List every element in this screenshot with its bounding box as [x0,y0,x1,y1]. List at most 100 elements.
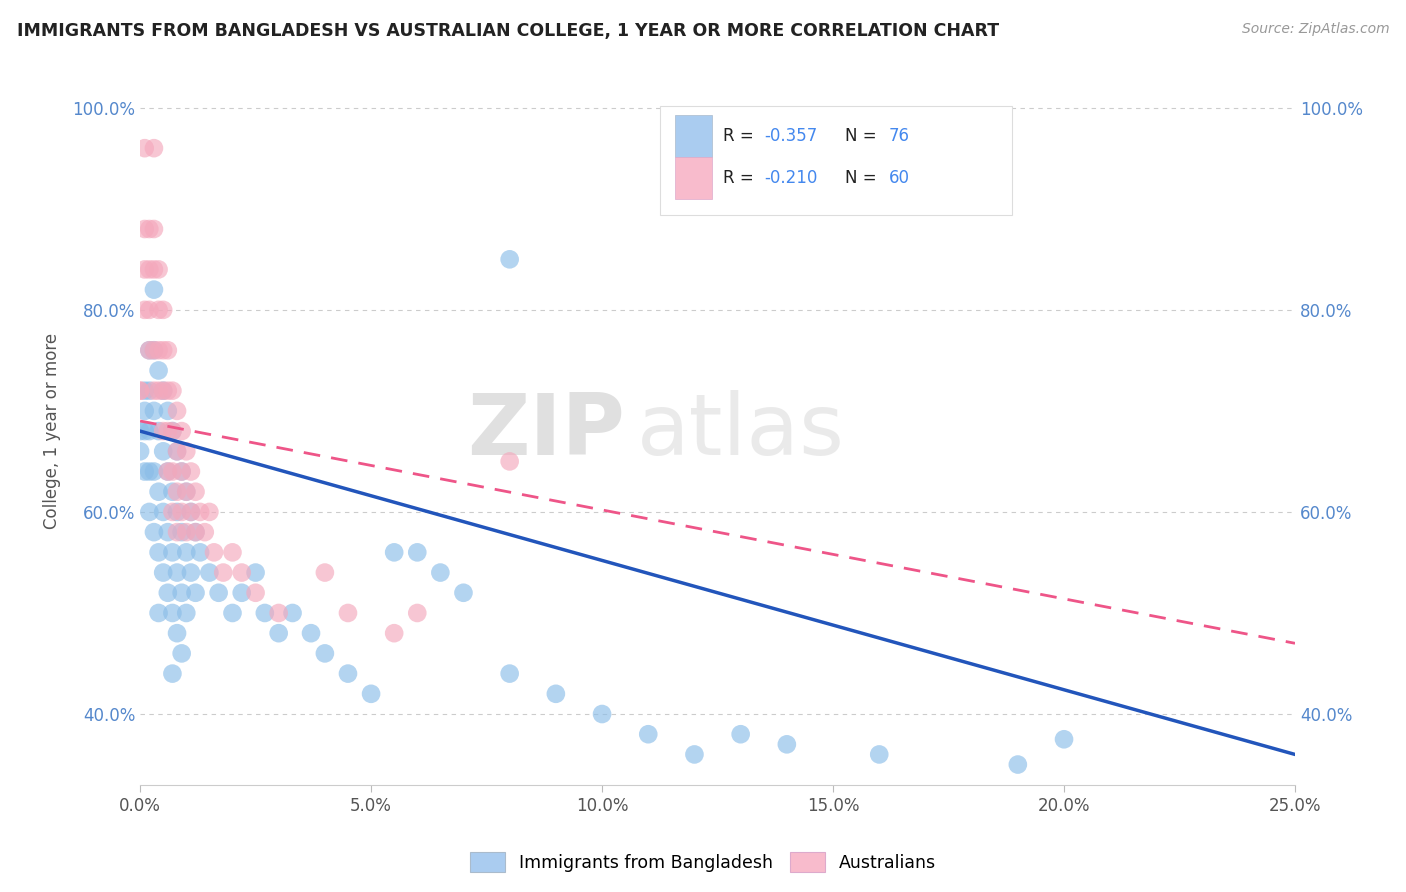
Point [142,384,165,398]
Legend: Immigrants from Bangladesh, Australians: Immigrants from Bangladesh, Australians [463,845,943,879]
Point [152,302,174,317]
Point [156,465,179,479]
Point [134,424,156,438]
Point [406,606,429,620]
Point [134,141,156,155]
Point [637,727,659,741]
Point [148,363,170,377]
Point [245,566,267,580]
Point [166,525,188,540]
Point [148,262,170,277]
Point [134,222,156,236]
Point [180,505,202,519]
Text: atlas: atlas [637,390,845,473]
Point [198,566,221,580]
Point [148,545,170,559]
Point [198,505,221,519]
Point [156,465,179,479]
Point [142,525,165,540]
Point [170,465,193,479]
Point [730,727,752,741]
Point [184,525,207,540]
Point [142,141,165,155]
Point [162,606,184,620]
Point [166,404,188,418]
Point [188,545,211,559]
Point [221,545,243,559]
Point [148,343,170,358]
Point [170,525,193,540]
Point [429,566,451,580]
Point [382,626,405,640]
Point [174,606,197,620]
Point [162,666,184,681]
Point [166,626,188,640]
Point [212,566,235,580]
Point [174,444,197,458]
Point [174,525,197,540]
Point [156,424,179,438]
Point [314,566,336,580]
Point [336,666,359,681]
Point [152,384,174,398]
Point [231,566,253,580]
Point [152,444,174,458]
Point [683,747,706,762]
Point [231,586,253,600]
Point [142,343,165,358]
Point [498,666,520,681]
Point [184,586,207,600]
Point [162,545,184,559]
Text: IMMIGRANTS FROM BANGLADESH VS AUSTRALIAN COLLEGE, 1 YEAR OR MORE CORRELATION CHA: IMMIGRANTS FROM BANGLADESH VS AUSTRALIAN… [17,22,1000,40]
Point [170,505,193,519]
Point [134,384,156,398]
Point [138,343,160,358]
Point [138,424,160,438]
Point [498,454,520,468]
Point [162,484,184,499]
Point [138,222,160,236]
Point [180,566,202,580]
FancyBboxPatch shape [659,106,1012,215]
Point [544,687,567,701]
Point [170,424,193,438]
Point [162,505,184,519]
Point [360,687,382,701]
Point [267,606,290,620]
Text: Source: ZipAtlas.com: Source: ZipAtlas.com [1241,22,1389,37]
Point [184,525,207,540]
Point [142,343,165,358]
Text: N =: N = [845,127,882,145]
Point [198,838,221,853]
Point [180,465,202,479]
Point [299,626,322,640]
Point [148,484,170,499]
Point [134,465,156,479]
Point [156,404,179,418]
Point [134,262,156,277]
Point [152,566,174,580]
Point [194,525,217,540]
Point [267,626,290,640]
Point [152,424,174,438]
Point [382,545,405,559]
Point [148,302,170,317]
Point [138,384,160,398]
Text: R =: R = [723,127,759,145]
Point [156,586,179,600]
Point [166,444,188,458]
Point [156,525,179,540]
Point [148,606,170,620]
Point [174,484,197,499]
Point [1007,757,1029,772]
Point [406,808,429,822]
Point [134,302,156,317]
Point [221,606,243,620]
Point [148,384,170,398]
Point [129,444,152,458]
Point [134,404,156,418]
Point [166,444,188,458]
Text: 60: 60 [889,169,910,187]
Point [281,606,304,620]
Point [253,606,276,620]
